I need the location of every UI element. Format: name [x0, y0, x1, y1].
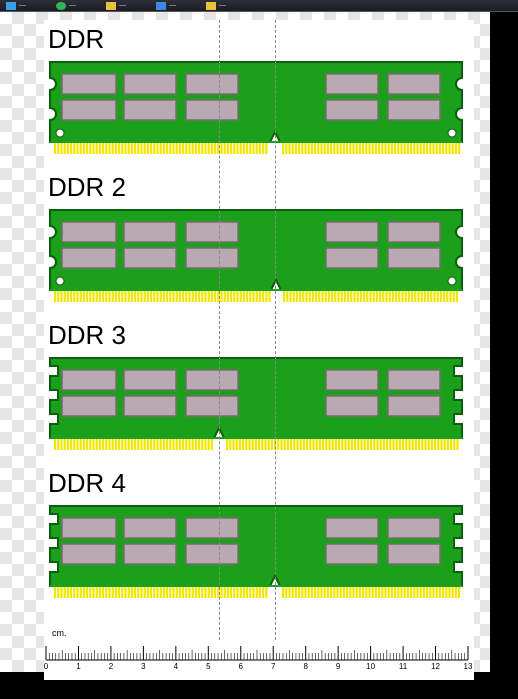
ruler-unit-label: cm. [52, 628, 67, 638]
ram-module-ddr3 [44, 356, 468, 452]
taskbar-item[interactable]: — [106, 2, 126, 10]
module-title: DDR 3 [48, 320, 126, 351]
module-title: DDR 4 [48, 468, 126, 499]
os-taskbar: — — — — — [0, 0, 518, 12]
module-title: DDR [48, 24, 104, 55]
ram-module-ddr [44, 60, 468, 156]
taskbar-item[interactable]: — [206, 2, 226, 10]
ruler: cm. 012345678910111213 [44, 628, 474, 668]
image-canvas: cm. 012345678910111213 DDR DDR 2 DDR 3 DDR … [0, 12, 490, 672]
notch-guide-line [219, 20, 220, 640]
module-title: DDR 2 [48, 172, 126, 203]
taskbar-item[interactable]: — [156, 2, 176, 10]
taskbar-item[interactable]: — [6, 2, 26, 10]
diagram-panel: cm. 012345678910111213 DDR DDR 2 DDR 3 DDR … [44, 20, 474, 680]
ram-module-ddr4 [44, 504, 468, 600]
notch-guide-line [275, 20, 276, 640]
taskbar-item[interactable]: — [56, 2, 76, 10]
ram-module-ddr2 [44, 208, 468, 304]
